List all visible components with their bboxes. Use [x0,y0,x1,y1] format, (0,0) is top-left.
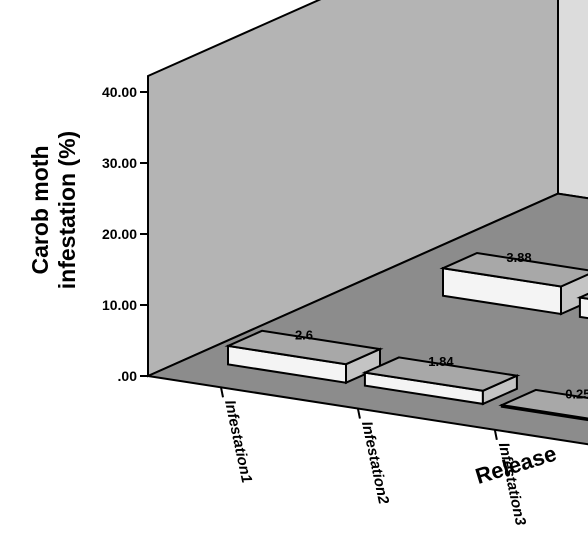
category-label: Infestation2 [358,420,392,507]
y-tick-label: .00 [118,368,138,384]
y-axis-title-line1: Carob moth [27,145,53,274]
y-tick-label: 10.00 [102,297,137,313]
category-tick-mark [495,430,497,440]
category-tick-mark [221,387,223,397]
y-tick-label: 20.00 [102,226,137,242]
y-tick-label: 40.00 [102,84,137,100]
y-axis: .00 10.00 20.00 30.00 40.00 [102,84,148,384]
category-label: Infestation1 [221,399,255,485]
y-tick-label: 30.00 [102,155,137,171]
data-label: 1.84 [428,354,454,369]
data-label: 3.88 [506,250,531,265]
category-tick-mark [358,409,360,419]
data-label: 2.6 [295,328,313,343]
y-axis-title-line2: infestation (%) [54,131,80,289]
data-label: 0.25 [565,387,588,402]
